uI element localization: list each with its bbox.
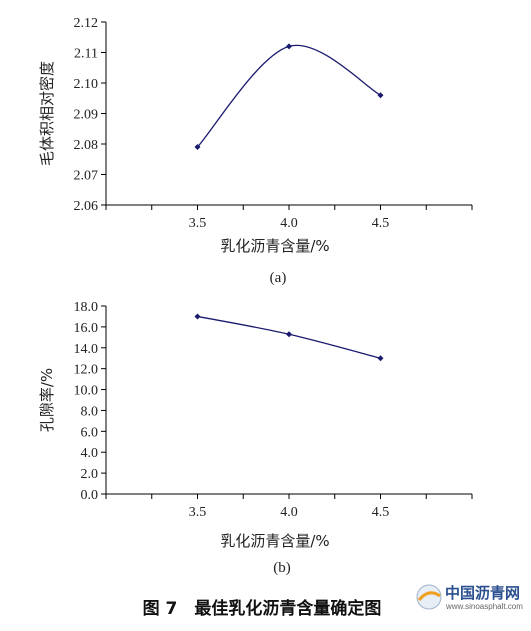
chart-a-y-tick-label: 2.06 bbox=[74, 199, 99, 214]
chart-b-x-tick-label: 3.5 bbox=[189, 505, 207, 520]
figure-caption: 图 7 最佳乳化沥青含量确定图 bbox=[143, 598, 382, 619]
chart-b-sublabel: (b) bbox=[273, 560, 291, 576]
watermark-url: www.sinoasphalt.com bbox=[445, 602, 523, 611]
chart-a-y-tick-label: 2.10 bbox=[74, 77, 99, 92]
watermark-logo: 中国沥青网 www.sinoasphalt.com bbox=[416, 584, 523, 611]
chart-b-data-point bbox=[286, 331, 292, 338]
chart-b-y-label: 孔隙率/% bbox=[38, 368, 56, 432]
chart-a-x-tick-label: 4.5 bbox=[372, 216, 390, 231]
chart-b-y-tick-label: 6.0 bbox=[81, 425, 99, 440]
chart-a-y-tick-label: 2.08 bbox=[74, 138, 99, 153]
watermark-swoosh-icon bbox=[417, 591, 441, 602]
chart-a-data-point bbox=[194, 144, 201, 151]
chart-b-y-tick-label: 4.0 bbox=[81, 446, 99, 461]
chart-a-y-tick-label: 2.07 bbox=[74, 169, 99, 184]
chart-b-x-label: 乳化沥青含量/% bbox=[220, 532, 329, 550]
watermark-text: 中国沥青网 bbox=[445, 584, 520, 602]
watermark-circle-icon bbox=[416, 584, 442, 610]
chart-b-y-tick-label: 12.0 bbox=[74, 363, 99, 378]
chart-a-x-tick-label: 3.5 bbox=[189, 216, 207, 231]
chart-a-y-tick-label: 2.09 bbox=[74, 108, 99, 123]
chart-b-y-tick-label: 2.0 bbox=[81, 467, 99, 482]
chart-b-data-point bbox=[377, 355, 384, 362]
chart-b-data-point bbox=[194, 313, 201, 320]
chart-a-sublabel: (a) bbox=[270, 270, 287, 286]
chart-b-x-tick-label: 4.5 bbox=[372, 505, 390, 520]
chart-b-y-tick-label: 16.0 bbox=[74, 321, 99, 336]
chart-a-y-tick-label: 2.12 bbox=[74, 16, 99, 31]
chart-b-y-tick-label: 0.0 bbox=[81, 488, 99, 503]
chart-b-series-line bbox=[197, 315, 381, 359]
chart-a-x-label: 乳化沥青含量/% bbox=[220, 237, 329, 255]
chart-b-y-tick-label: 8.0 bbox=[81, 404, 99, 419]
chart-b-y-tick-label: 10.0 bbox=[74, 384, 99, 399]
chart-a-series-line bbox=[197, 44, 381, 148]
chart-a-y-label: 毛体积相对密度 bbox=[38, 61, 56, 166]
chart-a-x-tick-label: 4.0 bbox=[280, 216, 298, 231]
chart-a-data-point bbox=[286, 43, 292, 50]
chart-b-x-tick-label: 4.0 bbox=[280, 505, 298, 520]
chart-b-y-tick-label: 18.0 bbox=[74, 300, 99, 315]
chart-a-data-point bbox=[377, 92, 384, 99]
chart-a-y-tick-label: 2.11 bbox=[74, 47, 98, 62]
chart-a: 2.06 2.07 2.08 2.09 2.10 2.11 2.12 3.5 4.0 4.5 毛体积… bbox=[38, 16, 473, 255]
chart-b: 0.0 2.0 4.0 6.0 8.0 10.0 12.0 14.0 16.0 18.0 3.5 4.… bbox=[38, 300, 473, 550]
chart-b-y-tick-label: 14.0 bbox=[74, 342, 99, 357]
